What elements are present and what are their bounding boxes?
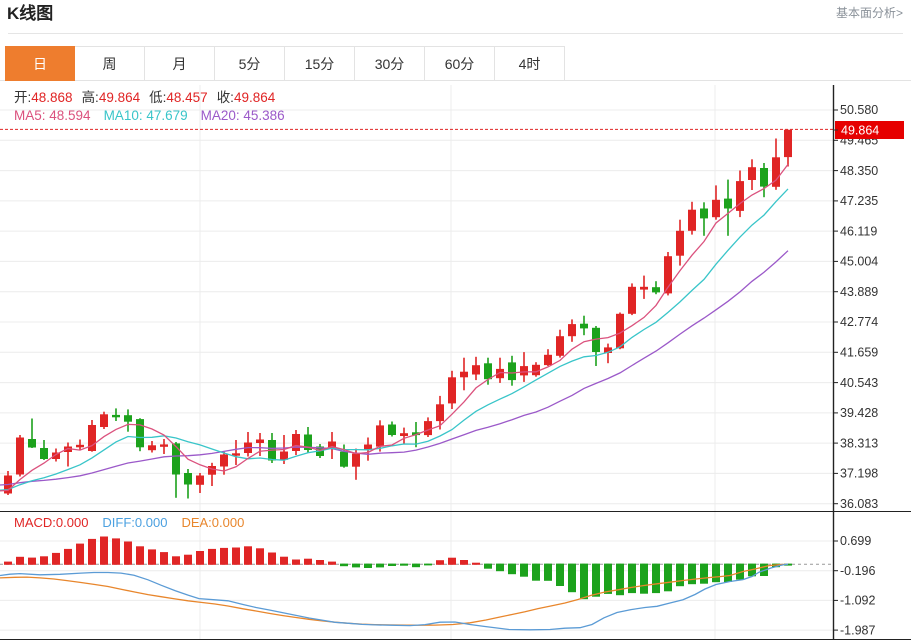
svg-text:-1.987: -1.987 — [840, 623, 875, 637]
svg-text:45.004: 45.004 — [840, 255, 878, 269]
svg-text:-0.196: -0.196 — [840, 564, 875, 578]
svg-text:40.543: 40.543 — [840, 376, 878, 390]
svg-text:38.313: 38.313 — [840, 436, 878, 450]
svg-text:49.864: 49.864 — [841, 124, 879, 138]
svg-text:36.083: 36.083 — [840, 497, 878, 511]
svg-text:-1.092: -1.092 — [840, 594, 875, 608]
svg-text:46.119: 46.119 — [840, 224, 877, 238]
svg-text:41.659: 41.659 — [840, 346, 878, 360]
svg-text:47.235: 47.235 — [840, 194, 878, 208]
svg-text:39.428: 39.428 — [840, 406, 878, 420]
svg-text:42.774: 42.774 — [840, 315, 878, 329]
svg-text:43.889: 43.889 — [840, 285, 878, 299]
svg-text:50.580: 50.580 — [840, 103, 878, 117]
svg-text:0.699: 0.699 — [840, 534, 871, 548]
svg-text:37.198: 37.198 — [840, 467, 878, 481]
svg-text:48.350: 48.350 — [840, 164, 878, 178]
